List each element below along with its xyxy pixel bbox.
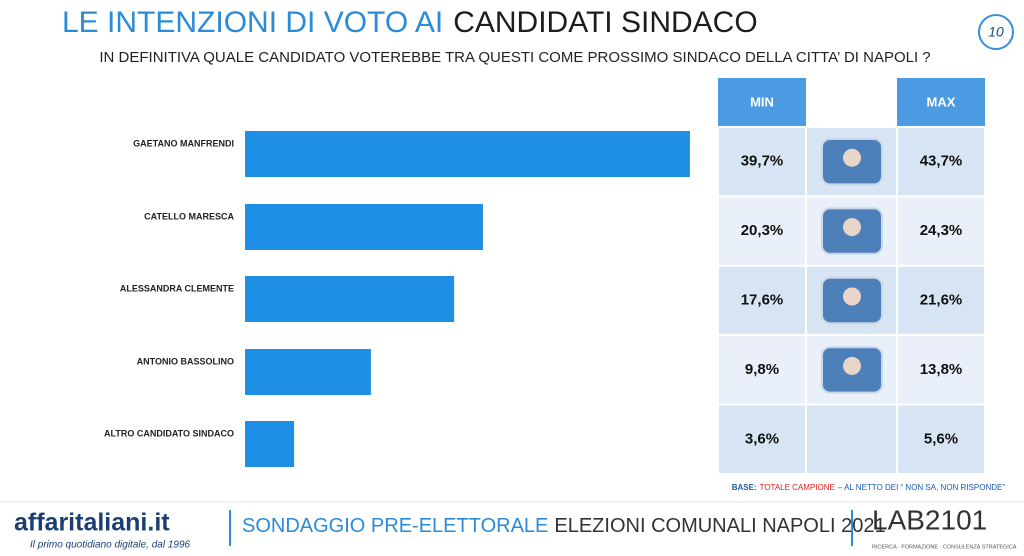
bar — [245, 131, 690, 177]
min-value: 17,6% — [741, 291, 784, 308]
bar — [245, 349, 371, 395]
candidate-face — [843, 356, 861, 375]
note-highlight: TOTALE CAMPIONE — [760, 483, 835, 492]
subtitle: IN DEFINITIVA QUALE CANDIDATO VOTEREBBE … — [99, 49, 930, 66]
min-value: 20,3% — [741, 222, 784, 239]
table-header — [897, 78, 985, 127]
table-cell — [717, 195, 807, 267]
max-value: 24,3% — [920, 222, 963, 239]
page-badge — [978, 14, 1014, 50]
min-value: 3,6% — [745, 430, 779, 447]
table-cell — [896, 126, 986, 198]
category-label: GAETANO MANFRENDI — [133, 138, 234, 148]
footer-survey: SONDAGGIO PRE-ELETTORALE ELEZIONI COMUNAL… — [242, 515, 886, 537]
page-number: 10 — [988, 24, 1004, 40]
category-label: ALESSANDRA CLEMENTE — [120, 283, 234, 293]
survey-title: SONDAGGIO PRE-ELETTORALE — [242, 515, 548, 537]
max-value: 13,8% — [920, 361, 963, 378]
title-highlight: CANDIDATI SINDACO — [453, 6, 757, 39]
base-note: BASE: TOTALE CAMPIONE – AL NETTO DEI “ NON… — [732, 483, 1006, 492]
candidate-face — [843, 148, 861, 167]
column-header: MAX — [927, 94, 956, 109]
category-label: CATELLO MARESCA — [144, 211, 234, 221]
column-header: MIN — [750, 94, 774, 109]
max-value: 5,6% — [924, 430, 958, 447]
candidate-face — [843, 218, 861, 237]
table-cell — [896, 403, 986, 476]
max-value: 43,7% — [920, 153, 963, 170]
footer-lab: LAB2101 — [872, 504, 987, 535]
max-value: 21,6% — [920, 291, 963, 308]
note-label: BASE: — [732, 483, 757, 492]
survey-detail: ELEZIONI COMUNALI NAPOLI 2021 — [554, 515, 885, 537]
table-cell — [717, 126, 807, 198]
chart-title: LE INTENZIONI DI VOTO AI CANDIDATI SINDAC… — [62, 6, 758, 39]
footer-tagline: Il primo quotidiano digitale, dal 1996 — [30, 540, 191, 551]
bar — [245, 276, 455, 322]
min-value: 9,8% — [745, 361, 779, 378]
bar — [245, 204, 483, 250]
table-cell — [896, 334, 986, 406]
title-part: LE INTENZIONI DI VOTO AI — [62, 6, 443, 39]
footer-brand: affaritaliani.it — [14, 509, 170, 537]
min-value: 39,7% — [741, 153, 784, 170]
category-label: ALTRO CANDIDATO SINDACO — [104, 428, 234, 438]
table-cell — [717, 403, 807, 476]
category-label: ANTONIO BASSOLINO — [137, 356, 234, 366]
table-cell — [896, 195, 986, 267]
footer-lab-tagline: RICERCA · FORMAZIONE · CONSULENZA STRATE… — [872, 544, 1017, 550]
note-text: – AL NETTO DEI “ NON SA, NON RISPONDE” — [838, 483, 1005, 492]
table-cell — [805, 403, 898, 476]
table-cell — [717, 334, 807, 406]
table-header — [718, 78, 806, 127]
candidate-face — [843, 287, 861, 306]
bar — [245, 421, 295, 467]
